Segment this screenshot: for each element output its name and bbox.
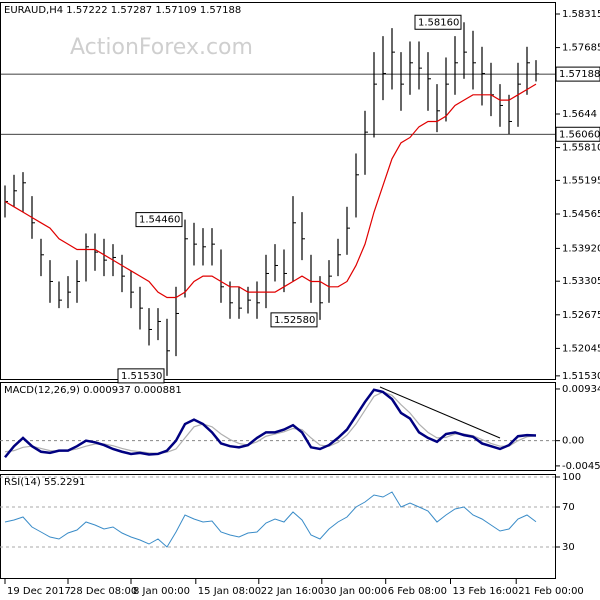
x-tick-label: 19 Dec 2017 — [7, 586, 71, 597]
macd-title: MACD(12,26,9) 0.000937 0.000881 — [4, 385, 182, 396]
ref-label: 1.56060 — [559, 129, 600, 140]
y-tick-label: 1.57685 — [562, 43, 600, 54]
x-tick-label: 13 Feb 16:00 — [453, 586, 519, 597]
y-tick-label: 0.00 — [562, 436, 584, 447]
chart-title: EURAUD,H4 1.57222 1.57287 1.57109 1.5718… — [4, 5, 241, 16]
y-tick-label: 1.51530 — [562, 371, 600, 382]
y-tick-label: 1.53305 — [562, 276, 600, 287]
annotation-box — [117, 368, 165, 384]
annotation: 1.52580 — [274, 315, 315, 326]
x-tick-label: 15 Jan 08:00 — [198, 586, 261, 597]
y-tick-label: 1.52675 — [562, 310, 600, 321]
moving-average — [4, 83, 537, 299]
watermark: ActionForex.com — [70, 35, 253, 60]
ref-label-box — [555, 66, 600, 82]
annotation: 1.54460 — [139, 215, 180, 226]
macd-line — [4, 388, 537, 459]
ref-label: 1.57188 — [559, 69, 600, 80]
x-tick-label: 6 Feb 08:00 — [388, 586, 447, 597]
x-tick-label: 30 Jan 00:00 — [324, 586, 387, 597]
y-tick-label: 1.52045 — [562, 343, 600, 354]
y-tick-label: 1.53920 — [562, 243, 600, 254]
y-tick-label: 70 — [562, 502, 575, 513]
x-tick-label: 8 Jan 00:00 — [133, 586, 190, 597]
annotation-box — [414, 14, 462, 30]
y-tick-label: 100 — [562, 472, 581, 483]
trend-line — [379, 386, 501, 439]
rsi-panel — [0, 474, 556, 579]
annotation: 1.51530 — [121, 371, 162, 382]
x-tick-label: 28 Dec 08:00 — [70, 586, 137, 597]
y-tick-label: 1.55810 — [562, 143, 600, 154]
y-tick-label: -0.00456 — [562, 461, 600, 472]
rsi-line — [4, 491, 537, 548]
y-tick-label: 1.5644 — [562, 109, 597, 120]
y-tick-label: 1.55195 — [562, 175, 600, 186]
macd-line — [4, 391, 537, 454]
y-tick-label: 1.54565 — [562, 209, 600, 220]
annotation-box — [270, 312, 318, 328]
price-panel — [0, 2, 556, 380]
y-tick-label: 1.58315 — [562, 9, 600, 20]
y-tick-label: 30 — [562, 542, 575, 553]
y-tick-label: 0.009341 — [562, 384, 600, 395]
x-tick-label: 22 Jan 16:00 — [261, 586, 324, 597]
rsi-title: RSI(14) 55.2291 — [4, 477, 85, 488]
annotation: 1.58160 — [418, 17, 459, 28]
annotation-box — [135, 212, 183, 228]
x-tick-label: 21 Feb 00:00 — [518, 586, 584, 597]
ref-label-box — [555, 126, 600, 142]
macd-panel — [0, 382, 556, 471]
